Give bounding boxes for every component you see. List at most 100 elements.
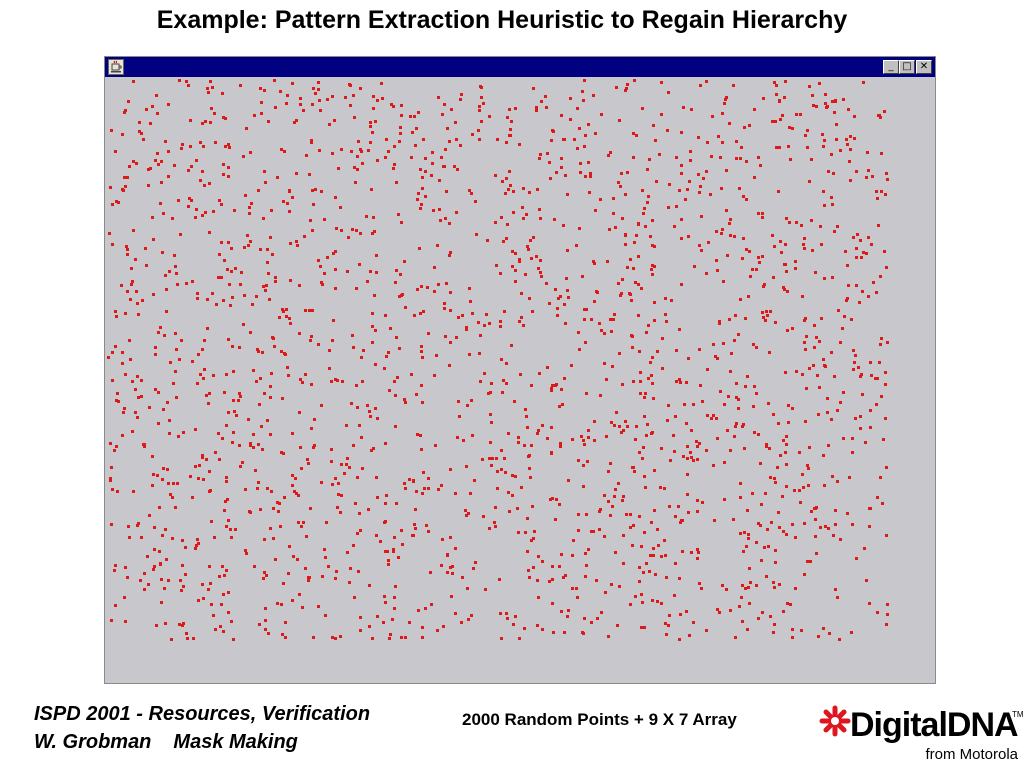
random-point — [324, 614, 327, 617]
random-point — [584, 175, 587, 178]
random-point — [763, 546, 766, 549]
random-point — [553, 218, 556, 221]
random-point — [468, 353, 471, 356]
random-point — [566, 193, 569, 196]
random-point — [625, 87, 628, 90]
random-point — [508, 170, 511, 173]
random-point — [151, 216, 154, 219]
random-point — [175, 272, 178, 275]
random-point — [243, 246, 246, 249]
random-point — [836, 596, 839, 599]
random-point — [208, 565, 211, 568]
random-point — [242, 155, 245, 158]
random-point — [218, 458, 221, 461]
random-point — [255, 295, 258, 298]
random-point — [156, 152, 159, 155]
random-point — [225, 373, 228, 376]
random-point — [223, 509, 226, 512]
random-point — [604, 591, 607, 594]
random-point — [361, 467, 364, 470]
random-point — [709, 193, 712, 196]
random-point — [291, 484, 294, 487]
random-point — [120, 284, 123, 287]
random-point — [747, 295, 750, 298]
random-point — [361, 162, 364, 165]
random-point — [157, 163, 160, 166]
random-point — [302, 109, 305, 112]
random-point — [353, 116, 356, 119]
random-point — [546, 437, 549, 440]
random-point — [180, 589, 183, 592]
random-point — [366, 404, 369, 407]
close-button[interactable]: ✕ — [916, 60, 932, 74]
random-point — [263, 538, 266, 541]
random-point — [174, 506, 177, 509]
random-point — [531, 310, 534, 313]
minimize-button[interactable]: _ — [883, 60, 899, 74]
random-point — [334, 268, 337, 271]
random-point — [180, 147, 183, 150]
random-point — [772, 581, 775, 584]
random-point — [846, 297, 849, 300]
random-point — [856, 233, 859, 236]
random-point — [257, 350, 260, 353]
random-point — [594, 132, 597, 135]
random-point — [424, 170, 427, 173]
window-titlebar[interactable]: _ □ ✕ — [105, 57, 935, 77]
random-point — [649, 235, 652, 238]
random-point — [228, 146, 231, 149]
random-point — [806, 129, 809, 132]
random-point — [742, 237, 745, 240]
random-point — [629, 526, 632, 529]
random-point — [420, 285, 423, 288]
random-point — [551, 384, 554, 387]
random-point — [319, 109, 322, 112]
random-point — [189, 475, 192, 478]
random-point — [777, 511, 780, 514]
random-point — [816, 374, 819, 377]
random-point — [569, 97, 572, 100]
random-point — [643, 396, 646, 399]
random-point — [478, 138, 481, 141]
random-point — [496, 470, 499, 473]
random-point — [868, 602, 871, 605]
random-point — [614, 226, 617, 229]
random-point — [500, 637, 503, 640]
random-point — [433, 266, 436, 269]
random-point — [163, 587, 166, 590]
random-point — [374, 407, 377, 410]
random-point — [410, 373, 413, 376]
random-point — [535, 106, 538, 109]
random-point — [670, 299, 673, 302]
random-point — [456, 168, 459, 171]
random-point — [660, 81, 663, 84]
random-point — [266, 487, 269, 490]
random-point — [537, 555, 540, 558]
random-point — [706, 414, 709, 417]
maximize-button[interactable]: □ — [899, 60, 915, 74]
java-app-icon[interactable] — [108, 59, 124, 75]
random-point — [300, 525, 303, 528]
random-point — [581, 90, 584, 93]
random-point — [288, 189, 291, 192]
random-point — [230, 536, 233, 539]
random-point — [650, 432, 653, 435]
random-point — [646, 201, 649, 204]
random-point — [279, 90, 282, 93]
random-point — [833, 375, 836, 378]
random-point — [196, 292, 199, 295]
random-point — [539, 217, 542, 220]
random-point — [758, 261, 761, 264]
random-point — [337, 493, 340, 496]
random-point — [669, 459, 672, 462]
random-point — [440, 564, 443, 567]
random-point — [444, 148, 447, 151]
point-canvas[interactable] — [105, 77, 935, 683]
random-point — [191, 360, 194, 363]
random-point — [230, 270, 233, 273]
random-point — [880, 152, 883, 155]
random-point — [745, 160, 748, 163]
random-point — [450, 595, 453, 598]
random-point — [592, 530, 595, 533]
random-point — [111, 488, 114, 491]
